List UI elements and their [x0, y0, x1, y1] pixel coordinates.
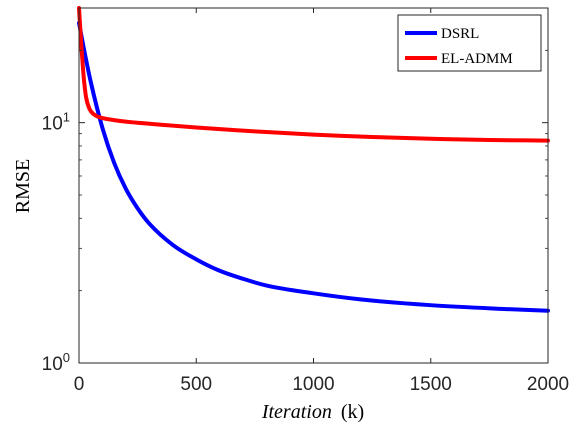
- x-tick-label: 2000: [527, 374, 569, 395]
- series-line-dsrl: [77, 20, 550, 313]
- y-axis-title: RMSE: [12, 159, 34, 213]
- x-tick-label: 500: [180, 374, 212, 395]
- y-tick-label: 101: [42, 110, 70, 135]
- y-tick-label: 100: [42, 350, 70, 375]
- legend-box: [397, 14, 542, 72]
- x-axis-title-italic: Iteration: [261, 401, 332, 423]
- x-tick-label: 1000: [292, 374, 334, 395]
- legend: DSRL EL-ADMM: [397, 14, 542, 72]
- x-axis-title: Iteration (k): [261, 401, 364, 423]
- series-line-el-admm: [77, 6, 550, 143]
- series-layer: [77, 6, 550, 313]
- tick-layer: 0 500 1000 1500 2000 100 101: [42, 8, 569, 395]
- plot-frame: [78, 7, 549, 364]
- x-axis-title-unit: (k): [341, 401, 364, 423]
- x-tick-label: 1500: [410, 374, 452, 395]
- legend-label-dsrl: DSRL: [441, 26, 479, 42]
- x-tick-label: 0: [74, 374, 85, 395]
- legend-label-el-admm: EL-ADMM: [441, 51, 513, 67]
